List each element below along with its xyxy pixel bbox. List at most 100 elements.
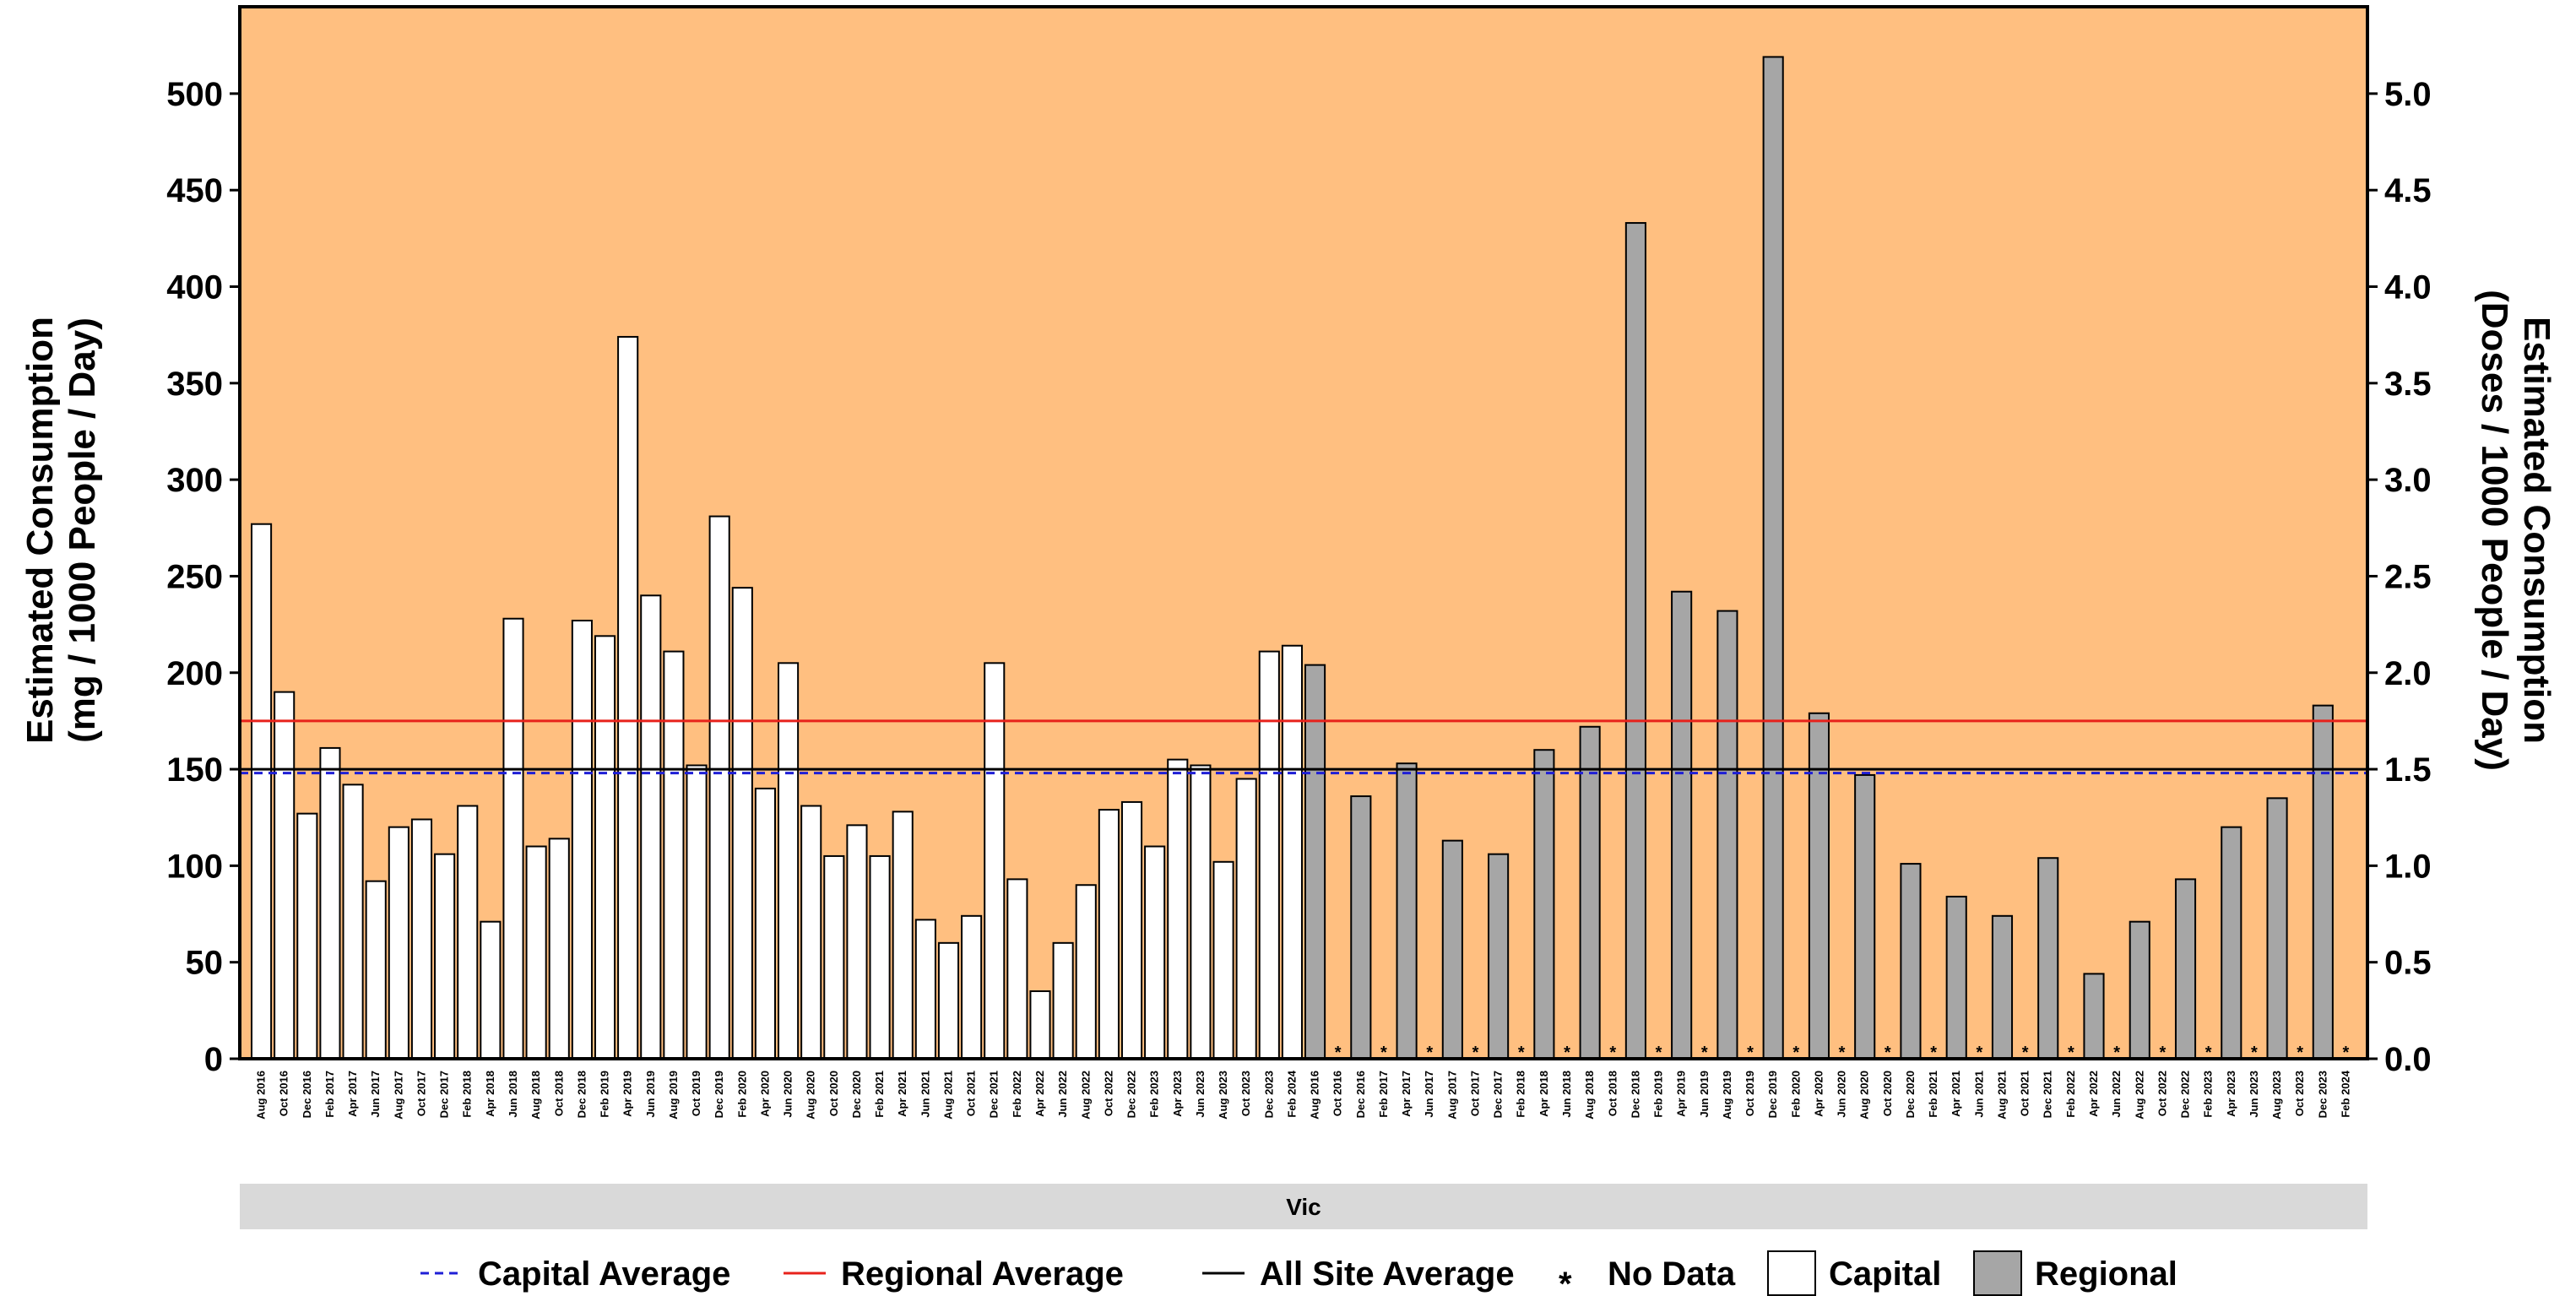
legend-regional-label: Regional — [2035, 1255, 2177, 1293]
regional-x-tick-label: Jun 2019 — [1698, 1071, 1711, 1118]
capital-x-tick-label: Jun 2023 — [1194, 1071, 1207, 1118]
capital-bar — [846, 824, 868, 1060]
capital-bar — [1258, 650, 1280, 1060]
regional-x-tick-label: Feb 2018 — [1515, 1071, 1527, 1118]
regional-x-tick-label: Dec 2017 — [1492, 1071, 1505, 1118]
right-y-tick-label: 3.5 — [2384, 366, 2432, 403]
left-y-tick-label: 100 — [166, 848, 223, 885]
left-y-tick-label: 500 — [166, 76, 223, 113]
regional-x-tick-label: Jun 2022 — [2110, 1071, 2123, 1118]
capital-x-tick-label: Jun 2017 — [369, 1071, 382, 1118]
regional-no-data-marker: * — [1976, 1044, 1982, 1062]
regional-x-tick-label: Aug 2018 — [1583, 1071, 1596, 1120]
regional-x-tick-label: Oct 2020 — [1881, 1071, 1894, 1116]
capital-bar — [640, 594, 662, 1060]
right-y-tick-label: 1.5 — [2384, 751, 2432, 789]
capital-x-tick-label: Apr 2018 — [484, 1071, 496, 1117]
capital-bar — [1212, 860, 1234, 1060]
capital-x-tick-label: Jun 2020 — [782, 1071, 794, 1118]
regional-bar — [1808, 712, 1830, 1060]
regional-x-tick-label: Dec 2020 — [1904, 1071, 1917, 1118]
legend-no-data-label: No Data — [1608, 1255, 1736, 1293]
capital-x-tick-label: Aug 2019 — [667, 1071, 680, 1120]
capital-x-tick-label: Jun 2019 — [644, 1071, 657, 1118]
left-y-tick-label: 450 — [166, 172, 223, 209]
regional-x-tick-label: Apr 2022 — [2087, 1071, 2100, 1117]
legend-capital-average-label: Capital Average — [478, 1255, 730, 1293]
regional-no-data-marker: * — [1839, 1044, 1846, 1062]
panel-strip-label: Vic — [1286, 1194, 1321, 1220]
regional-x-tick-label: Feb 2021 — [1927, 1071, 1939, 1118]
legend-regional-swatch — [1973, 1250, 2022, 1296]
capital-x-tick-label: Feb 2017 — [323, 1071, 336, 1118]
capital-x-tick-label: Feb 2021 — [873, 1071, 886, 1118]
capital-bar — [778, 662, 800, 1060]
capital-x-tick-label: Oct 2021 — [965, 1071, 978, 1116]
regional-x-tick-label: Feb 2020 — [1789, 1071, 1802, 1118]
capital-bar — [617, 335, 639, 1060]
capital-bar — [800, 805, 822, 1060]
capital-bar — [708, 515, 730, 1060]
capital-bar — [914, 919, 936, 1060]
regional-no-data-marker: * — [2068, 1044, 2074, 1062]
capital-x-tick-label: Oct 2017 — [415, 1071, 427, 1116]
capital-bar — [502, 617, 524, 1060]
regional-x-tick-label: Dec 2022 — [2179, 1071, 2192, 1118]
capital-bar — [1098, 809, 1120, 1060]
regional-no-data-marker: * — [1426, 1044, 1433, 1062]
regional-x-tick-label: Jun 2020 — [1836, 1071, 1848, 1118]
capital-x-tick-label: Dec 2018 — [575, 1071, 588, 1118]
legend-all-site-average-label: All Site Average — [1260, 1255, 1515, 1293]
capital-bar — [525, 845, 547, 1060]
capital-bar — [594, 635, 616, 1060]
regional-x-tick-label: Aug 2019 — [1721, 1071, 1733, 1120]
plot-border — [238, 5, 2369, 1060]
capital-bar — [961, 914, 983, 1060]
capital-bar — [1281, 644, 1303, 1060]
capital-x-tick-label: Dec 2022 — [1125, 1071, 1138, 1118]
regional-x-tick-label: Aug 2022 — [2133, 1071, 2145, 1120]
regional-x-tick-label: Feb 2023 — [2202, 1071, 2215, 1118]
regional-x-tick-label: Dec 2018 — [1629, 1071, 1641, 1118]
axes-layer: 0 0.0 50 0.5 100 1.0 150 1.5 200 2.0 250 2.5 300 3.0 3… — [166, 76, 2431, 1078]
capital-bar — [1190, 764, 1212, 1060]
right-y-tick-label: 0.0 — [2384, 1041, 2432, 1078]
capital-bar — [663, 650, 685, 1060]
regional-bar — [2037, 857, 2059, 1060]
regional-x-tick-label: Oct 2019 — [1744, 1071, 1756, 1116]
left-y-tick-label: 250 — [166, 558, 223, 595]
left-y-tick-label: 350 — [166, 366, 223, 403]
capital-bar — [731, 587, 753, 1060]
capital-x-tick-label: Feb 2018 — [461, 1071, 474, 1118]
right-y-tick-label: 2.0 — [2384, 655, 2432, 692]
regional-x-tick-label: Apr 2018 — [1537, 1071, 1550, 1117]
left-y-tick-label: 400 — [166, 269, 223, 306]
right-y-tick-label: 4.5 — [2384, 172, 2432, 209]
capital-bar — [410, 818, 433, 1060]
regional-bar — [1854, 773, 1876, 1060]
capital-bar — [457, 805, 479, 1060]
right-y-tick-label: 1.0 — [2384, 848, 2432, 885]
regional-x-tick-label: Aug 2017 — [1445, 1071, 1458, 1120]
capital-x-tick-label: Oct 2018 — [552, 1071, 565, 1116]
right-y-tick-label: 0.5 — [2384, 945, 2432, 982]
regional-bar — [2266, 797, 2288, 1060]
capital-bar — [892, 811, 914, 1060]
regional-bar — [1624, 222, 1646, 1060]
legend-no-data-marker: * — [1559, 1266, 1572, 1296]
regional-x-tick-label: Feb 2017 — [1377, 1071, 1390, 1118]
capital-x-tick-label: Apr 2022 — [1033, 1071, 1046, 1117]
regional-x-tick-label: Dec 2016 — [1354, 1071, 1367, 1118]
regional-no-data-marker: * — [1656, 1044, 1662, 1062]
capital-x-tick-label: Aug 2020 — [805, 1071, 817, 1120]
capital-x-tick-label: Apr 2020 — [758, 1071, 771, 1117]
capital-x-tick-label: Dec 2020 — [850, 1071, 863, 1118]
capital-bar — [1235, 778, 1257, 1060]
regional-x-tick-label: Jun 2018 — [1560, 1071, 1573, 1118]
regional-no-data-marker: * — [1564, 1044, 1570, 1062]
regional-no-data-marker: * — [2205, 1044, 2212, 1062]
capital-x-tick-label: Oct 2022 — [1102, 1071, 1114, 1116]
regional-bar — [1396, 762, 1418, 1060]
left-y-tick-label: 150 — [166, 751, 223, 789]
capital-bar — [296, 812, 318, 1060]
